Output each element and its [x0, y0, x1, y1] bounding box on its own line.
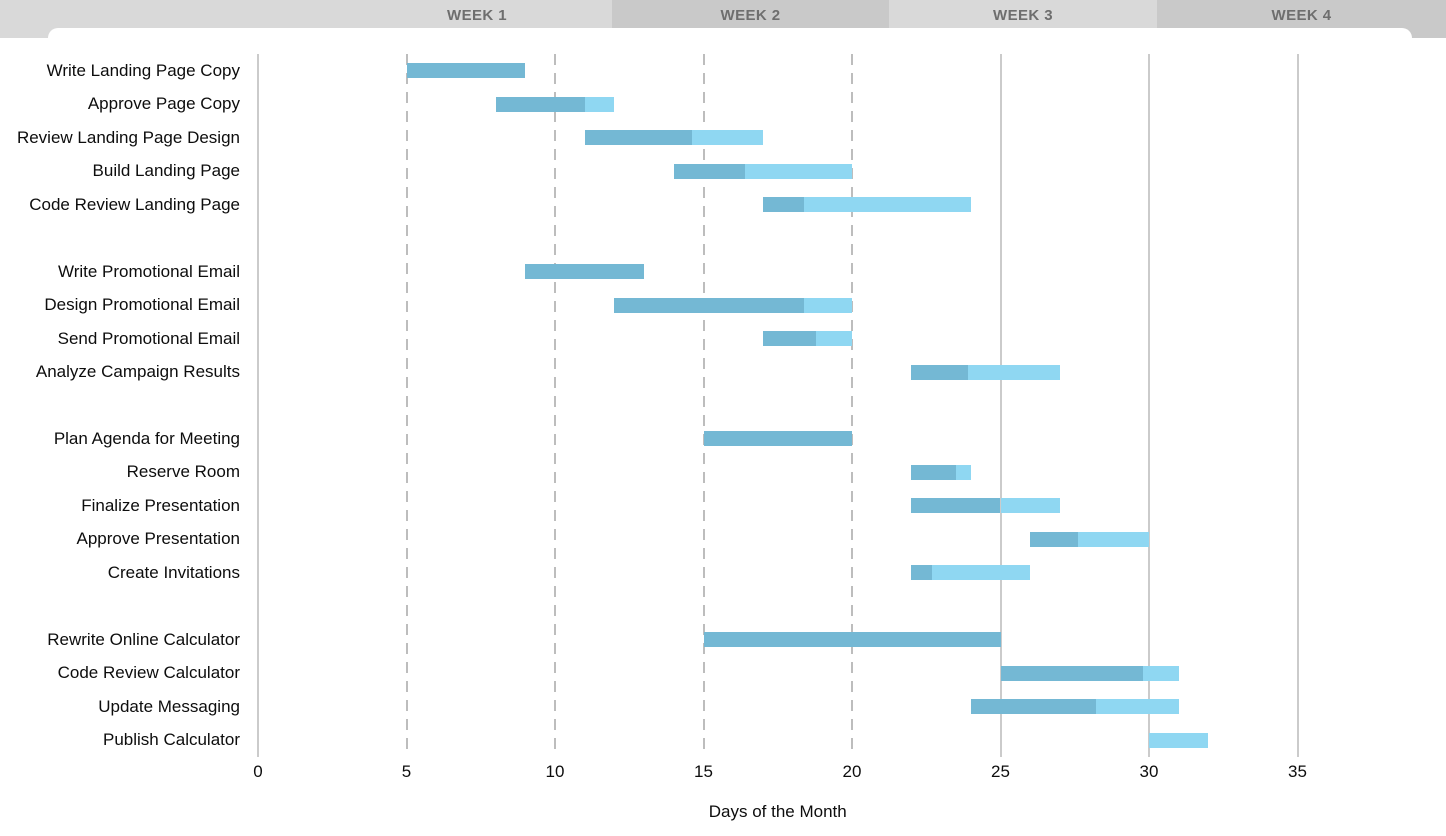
- gantt-bar-complete: [584, 130, 692, 146]
- task-label: Build Landing Page: [92, 161, 240, 181]
- task-label: Finalize Presentation: [81, 495, 240, 515]
- gantt-bar-remaining: [745, 163, 852, 179]
- x-axis-title-wrap: Days of the Month: [258, 802, 1446, 826]
- task-label: Write Landing Page Copy: [46, 60, 240, 80]
- gantt-bar-remaining: [584, 96, 615, 112]
- x-axis-title: Days of the Month: [708, 802, 847, 821]
- gridline-solid: [1148, 54, 1150, 757]
- x-axis-tick-label: 0: [253, 762, 263, 781]
- task-label: Reserve Room: [126, 462, 240, 482]
- task-label: Review Landing Page Design: [16, 127, 240, 147]
- gridline-solid: [999, 54, 1002, 757]
- gantt-bar-complete: [495, 96, 585, 112]
- gantt-bar-complete: [614, 297, 805, 313]
- x-axis-tick-label: 30: [1139, 762, 1159, 781]
- gantt-bar-remaining: [804, 197, 971, 213]
- task-label: Code Review Landing Page: [29, 194, 240, 214]
- gridline-dashed: [554, 54, 556, 757]
- gantt-bar-complete: [406, 63, 526, 79]
- gantt-bar-complete: [703, 632, 1001, 648]
- task-label: Analyze Campaign Results: [35, 362, 240, 382]
- gantt-bar-remaining: [804, 297, 852, 313]
- gantt-bar-remaining: [816, 331, 852, 347]
- task-label: Plan Agenda for Meeting: [53, 428, 240, 448]
- x-axis-tick-label: 5: [401, 762, 412, 781]
- gantt-bar-remaining: [1095, 699, 1179, 715]
- gantt-bar-complete: [1000, 665, 1144, 681]
- gantt-bar-complete: [911, 498, 1001, 514]
- task-label-column: Write Landing Page Copy Approve Page Copy…: [0, 54, 240, 757]
- gridline-dashed: [851, 54, 853, 757]
- gantt-bar-remaining: [955, 464, 971, 480]
- x-axis-tick-label: 25: [991, 762, 1010, 781]
- gridline-solid: [257, 54, 259, 757]
- gridline-dashed: [702, 54, 705, 757]
- gantt-bar-complete: [762, 331, 817, 347]
- x-axis-tick-label: 10: [545, 762, 565, 781]
- task-label: Create Invitations: [107, 562, 240, 582]
- gridline-dashed: [405, 54, 408, 757]
- gantt-bar-remaining: [1149, 732, 1209, 748]
- task-label: Design Promotional Email: [44, 295, 240, 315]
- gantt-plot-area: [257, 54, 1446, 757]
- task-label: Write Promotional Email: [57, 261, 240, 281]
- x-axis-tick-label: 20: [842, 762, 862, 781]
- gantt-bar-complete: [525, 264, 645, 280]
- x-axis-tick-label: 15: [694, 762, 713, 781]
- gantt-bar-complete: [970, 699, 1096, 715]
- task-label: Rewrite Online Calculator: [47, 629, 240, 649]
- gantt-bar-remaining: [967, 364, 1060, 380]
- task-label: Update Messaging: [98, 696, 240, 716]
- gridline-solid: [1296, 54, 1299, 757]
- x-axis-tick-label: 35: [1288, 762, 1307, 781]
- task-label: Approve Presentation: [76, 529, 241, 549]
- task-label: Send Promotional Email: [57, 328, 240, 348]
- task-label: Publish Calculator: [102, 730, 240, 750]
- gantt-bar-complete: [1030, 531, 1078, 547]
- gantt-bar-remaining: [691, 130, 763, 146]
- gantt-bar-remaining: [1143, 665, 1179, 681]
- gantt-bar-complete: [911, 364, 968, 380]
- task-label: Approve Page Copy: [87, 94, 240, 114]
- gantt-bar-complete: [911, 565, 933, 581]
- gantt-bar-complete: [673, 163, 746, 179]
- gantt-bar-complete: [911, 464, 956, 480]
- gantt-bar-remaining: [1000, 498, 1060, 514]
- task-label: Code Review Calculator: [57, 663, 240, 683]
- week-header-strip: WEEK 1 WEEK 2 WEEK 3 WEEK 4: [0, 0, 1446, 38]
- chart-panel: [48, 28, 1412, 58]
- gantt-bar-complete: [762, 197, 805, 213]
- gantt-bar-complete: [703, 431, 852, 447]
- gantt-bar-remaining: [932, 565, 1031, 581]
- x-axis: 0 5 10 15 20 25 30 35: [253, 762, 1446, 786]
- gantt-bar-remaining: [1077, 531, 1149, 547]
